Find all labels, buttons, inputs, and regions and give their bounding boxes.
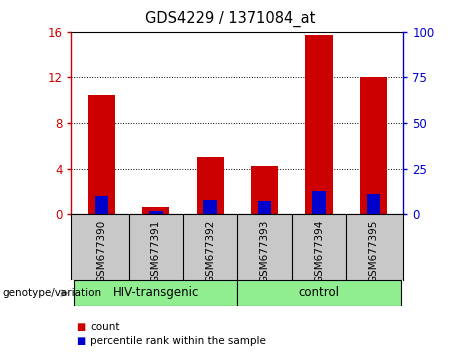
Bar: [95, 196, 108, 214]
Text: GSM677391: GSM677391: [151, 219, 161, 283]
Text: GSM677390: GSM677390: [96, 219, 106, 282]
Text: count: count: [90, 322, 119, 332]
Bar: [366, 194, 380, 214]
Bar: [306, 35, 333, 214]
Bar: [142, 207, 169, 214]
Text: ■: ■: [76, 336, 85, 346]
Text: genotype/variation: genotype/variation: [2, 288, 101, 298]
Bar: [196, 157, 224, 214]
Text: GSM677395: GSM677395: [368, 219, 378, 283]
Text: GDS4229 / 1371084_at: GDS4229 / 1371084_at: [145, 11, 316, 27]
Bar: [360, 78, 387, 214]
FancyBboxPatch shape: [237, 280, 401, 306]
Text: GSM677393: GSM677393: [260, 219, 270, 283]
FancyBboxPatch shape: [74, 280, 237, 306]
Text: ■: ■: [76, 322, 85, 332]
Text: control: control: [299, 286, 340, 299]
Bar: [251, 166, 278, 214]
Text: GSM677394: GSM677394: [314, 219, 324, 283]
Text: GSM677392: GSM677392: [205, 219, 215, 283]
Text: percentile rank within the sample: percentile rank within the sample: [90, 336, 266, 346]
Bar: [88, 95, 115, 214]
Bar: [312, 192, 326, 214]
Bar: [258, 201, 272, 214]
Bar: [203, 200, 217, 214]
Text: HIV-transgenic: HIV-transgenic: [112, 286, 199, 299]
Bar: [149, 211, 163, 214]
